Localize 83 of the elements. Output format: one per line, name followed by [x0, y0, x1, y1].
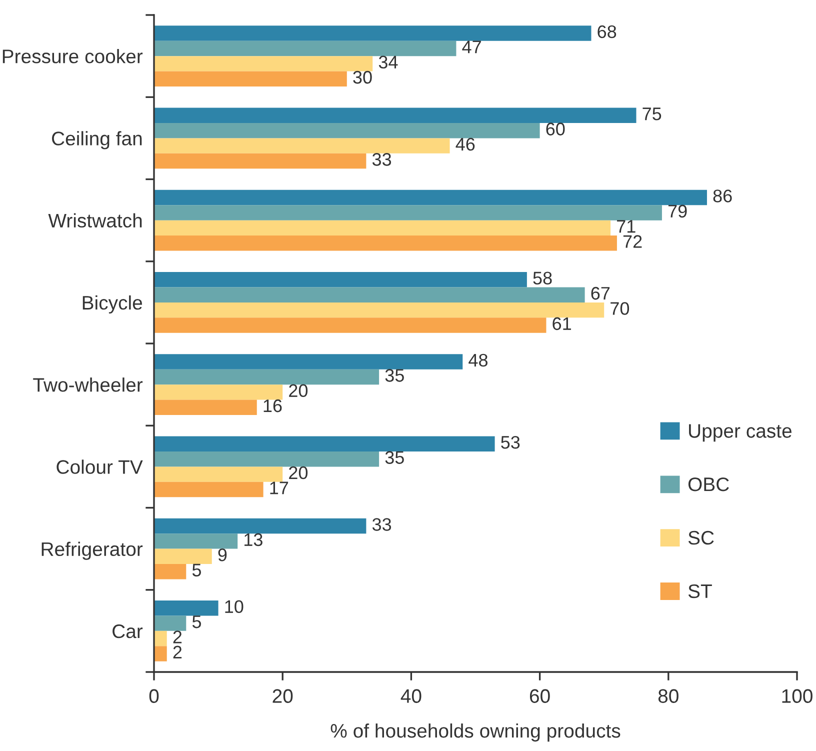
- bar: [154, 369, 380, 385]
- y-tick-label: Pressure cooker: [2, 49, 143, 64]
- x-tick-label: 80: [658, 689, 678, 703]
- legend-label: Upper caste: [689, 424, 792, 442]
- legend-label: ST: [688, 584, 712, 598]
- bar: [154, 287, 585, 302]
- legend-label: OBC: [688, 477, 729, 492]
- bar: [154, 548, 212, 564]
- bar: [154, 466, 283, 482]
- bar: [154, 482, 264, 498]
- y-tick-label: Two-wheeler: [33, 378, 143, 392]
- y-tick-label: Ceiling fan: [52, 131, 142, 150]
- data-label: 33: [372, 153, 392, 166]
- bar: [154, 71, 347, 86]
- data-label: 67: [591, 286, 610, 300]
- bar: [154, 451, 380, 467]
- bar: [154, 518, 366, 534]
- bar: [154, 236, 617, 251]
- x-axis-title: % of households owning products: [330, 723, 620, 742]
- bar: [154, 122, 540, 138]
- data-label: 33: [372, 518, 392, 531]
- bar: [154, 384, 283, 400]
- data-label: 53: [501, 436, 520, 449]
- bar: [154, 220, 611, 236]
- bar: [154, 138, 450, 154]
- data-label: 17: [270, 482, 288, 494]
- data-label: 61: [552, 317, 571, 330]
- bar: [154, 205, 662, 220]
- bar: [154, 108, 636, 123]
- data-label: 35: [385, 369, 404, 382]
- y-tick-label: Bicycle: [82, 295, 142, 314]
- bar: [154, 600, 218, 616]
- bar: [154, 302, 604, 318]
- data-label: 46: [456, 138, 475, 151]
- data-label: 20: [289, 384, 308, 398]
- data-label: 35: [385, 451, 404, 464]
- data-label: 20: [289, 466, 308, 480]
- bar: [154, 534, 238, 549]
- bar: [154, 272, 527, 288]
- data-label: 70: [610, 302, 630, 315]
- data-label: 13: [244, 533, 262, 546]
- x-tick-label: 100: [782, 689, 812, 703]
- data-label: 16: [264, 399, 282, 412]
- data-label: 71: [617, 220, 636, 233]
- x-tick-label: 0: [149, 689, 159, 703]
- data-label: 9: [218, 548, 227, 562]
- y-tick-label: Wristwatch: [48, 213, 142, 228]
- data-label: 48: [468, 354, 488, 367]
- data-label: 34: [378, 56, 398, 69]
- bar: [154, 190, 707, 206]
- bar: [154, 26, 592, 41]
- data-label: 47: [462, 40, 481, 54]
- y-tick-label: Refrigerator: [42, 542, 143, 560]
- data-label: 75: [642, 108, 662, 120]
- data-label: 5: [192, 564, 201, 576]
- data-label: 86: [713, 190, 732, 202]
- data-label: 2: [173, 646, 182, 658]
- data-label: 2: [173, 630, 182, 644]
- bar: [154, 40, 456, 56]
- y-tick-label: Colour TV: [56, 460, 143, 474]
- y-tick-label: Car: [112, 624, 143, 638]
- data-label: 30: [353, 70, 372, 84]
- bar: [154, 646, 167, 662]
- bar: [154, 354, 463, 370]
- x-tick-label: 40: [400, 689, 422, 703]
- data-label: 72: [623, 235, 642, 248]
- data-label: 10: [225, 600, 244, 613]
- bar: [154, 630, 167, 646]
- bar: [154, 153, 366, 169]
- data-label: 79: [668, 204, 687, 218]
- bar: [154, 400, 257, 415]
- x-tick-label: 60: [530, 689, 550, 703]
- bar: [154, 616, 186, 631]
- bar: [154, 564, 186, 580]
- data-label: 5: [192, 616, 201, 628]
- bar: [154, 436, 495, 452]
- legend-label: SC: [688, 530, 714, 545]
- x-tick-label: 20: [272, 689, 293, 703]
- data-label: 60: [546, 122, 565, 136]
- data-label: 58: [533, 272, 552, 284]
- bar: [154, 318, 546, 333]
- data-label: 68: [598, 25, 616, 38]
- bar: [154, 56, 373, 72]
